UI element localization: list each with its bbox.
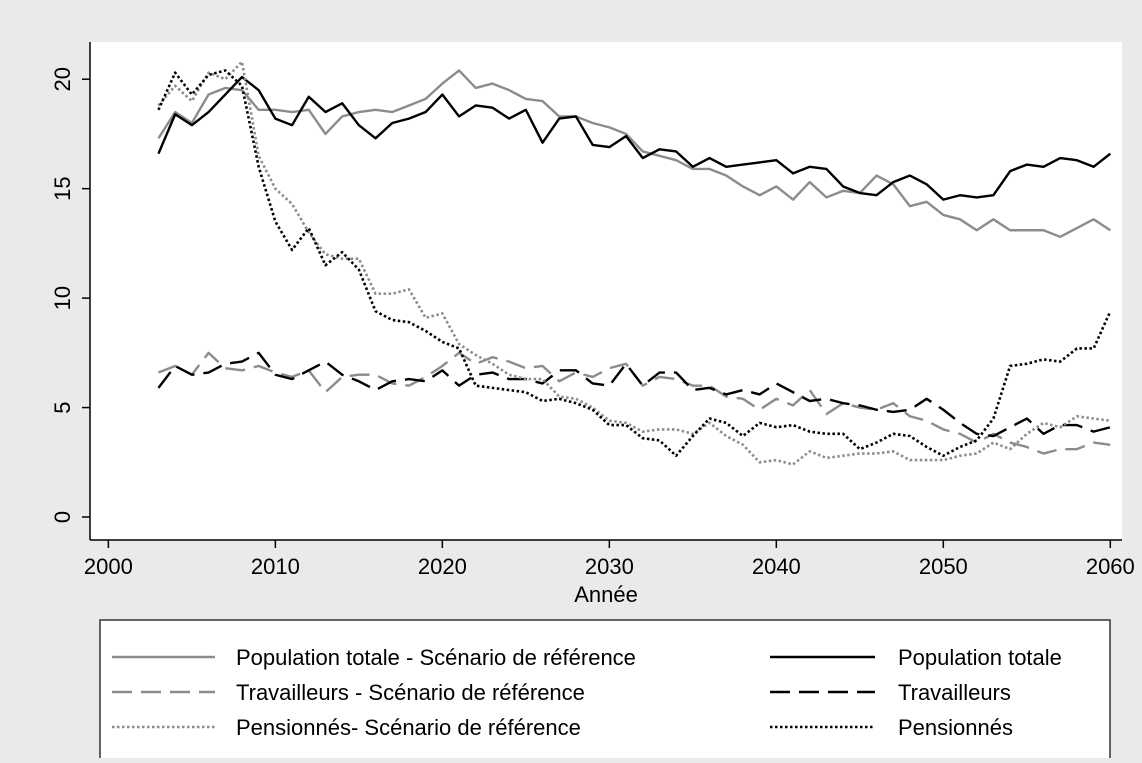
series-line <box>157 351 1111 438</box>
y-tick-label: 5 <box>50 401 75 413</box>
series-line <box>157 75 1112 201</box>
series-line <box>157 60 1111 466</box>
plot-area <box>90 42 1122 540</box>
legend-label: Population totale - Scénario de référenc… <box>236 645 636 670</box>
series-line <box>157 69 1112 458</box>
legend-label: Pensionnés- Scénario de référence <box>236 715 581 740</box>
legend-label: Travailleurs - Scénario de référence <box>236 680 585 705</box>
y-tick-label: 15 <box>50 176 75 200</box>
x-tick-label: 2050 <box>919 554 968 579</box>
x-tick-label: 2030 <box>585 554 634 579</box>
y-tick-label: 20 <box>50 67 75 91</box>
x-tick-label: 2000 <box>84 554 133 579</box>
legend-label: Pensionnés <box>898 715 1013 740</box>
legend-label: Population totale <box>898 645 1062 670</box>
legend-label: Travailleurs <box>898 680 1011 705</box>
y-tick-label: 0 <box>50 511 75 523</box>
x-tick-label: 2040 <box>752 554 801 579</box>
series-line <box>157 69 1111 239</box>
y-tick-label: 10 <box>50 286 75 310</box>
x-axis-title: Année <box>574 582 638 607</box>
x-tick-label: 2010 <box>251 554 300 579</box>
x-tick-label: 2020 <box>418 554 467 579</box>
legend-box <box>99 619 1111 763</box>
x-tick-label: 2060 <box>1086 554 1135 579</box>
